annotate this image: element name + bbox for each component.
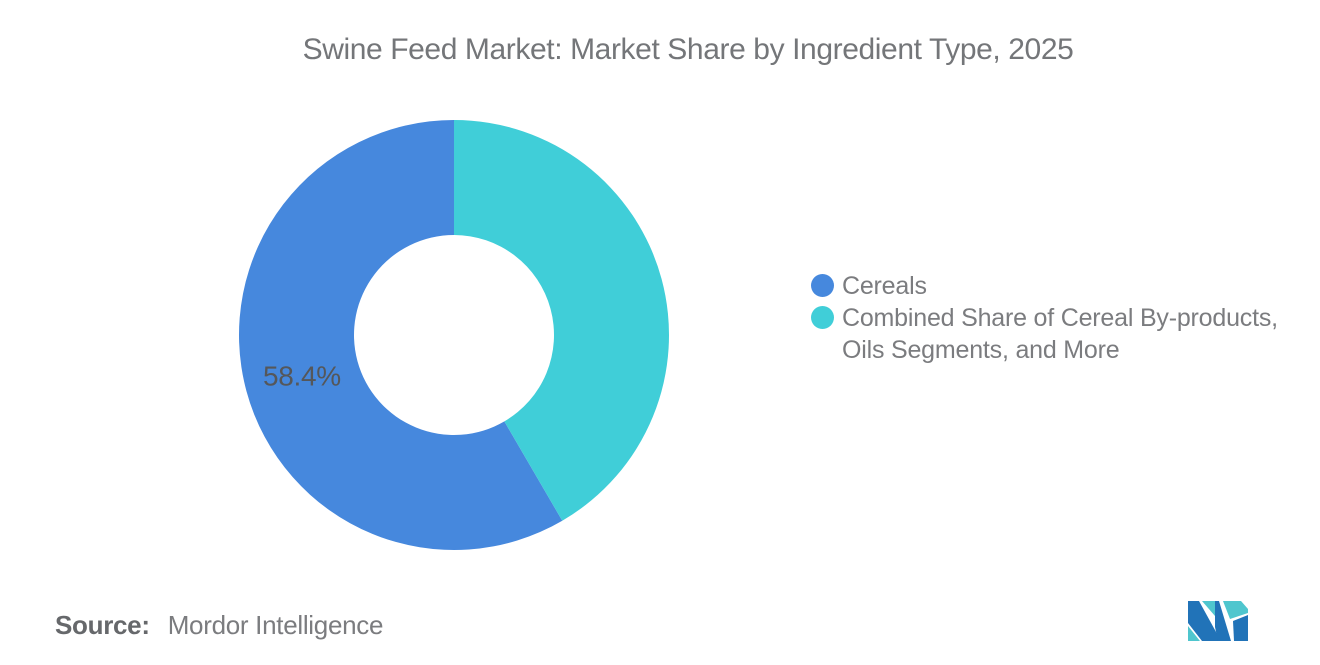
logo-m-center-wedge (1202, 601, 1215, 616)
donut-slice-label: 58.4% (263, 361, 341, 392)
legend-label: Combined Share of Cereal By-products, Oi… (842, 304, 1278, 364)
mordor-intelligence-logo (1188, 601, 1248, 641)
logo-i-bottom (1233, 615, 1248, 641)
chart-legend: Cereals Combined Share of Cereal By-produ… (811, 270, 1281, 366)
logo-m-corner-triangle (1188, 626, 1200, 641)
logo-m-right-leg (1215, 601, 1231, 641)
logo-i-top (1223, 601, 1248, 619)
donut-slice-cereals[interactable] (239, 120, 563, 550)
donut-slice-combined-share-of-cereal[interactable] (454, 120, 669, 521)
source-label: Source: (55, 610, 150, 640)
logo-m-left-leg (1188, 601, 1221, 641)
donut-chart: 58.4% (239, 120, 669, 550)
legend-item-cereals[interactable]: Cereals (811, 270, 1281, 302)
legend-label: Cereals (842, 272, 927, 300)
source-line: Source: Mordor Intelligence (55, 610, 383, 641)
legend-marker-icon (811, 274, 834, 297)
legend-marker-icon (811, 306, 834, 329)
chart-title: Swine Feed Market: Market Share by Ingre… (302, 33, 1074, 66)
source-value: Mordor Intelligence (167, 610, 384, 640)
legend-item-combined-share-of-cereal[interactable]: Combined Share of Cereal By-products, Oi… (811, 302, 1281, 366)
